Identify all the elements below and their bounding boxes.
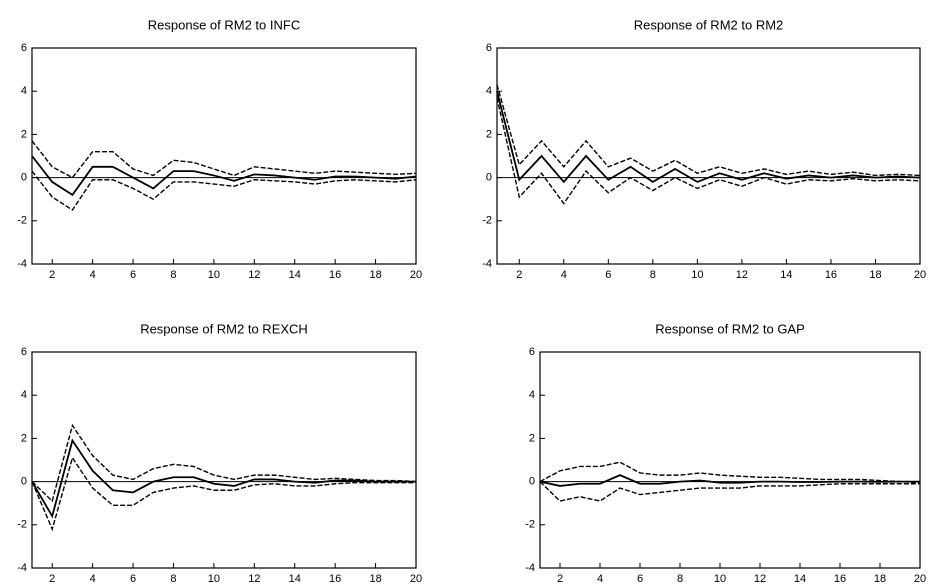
y-tick-label: 6 (486, 42, 492, 54)
y-tick-label: -4 (17, 562, 27, 574)
x-tick-label: 6 (130, 573, 136, 585)
y-tick-label: 0 (486, 172, 492, 184)
y-tick-label: 0 (21, 172, 27, 184)
x-tick-label: 2 (557, 573, 563, 585)
plot-frame (31, 47, 417, 265)
y-tick-label: -2 (17, 519, 27, 531)
y-tick-label: 6 (529, 346, 535, 358)
y-tick-label: 2 (21, 432, 27, 444)
y-tick-label: 0 (21, 476, 27, 488)
x-tick-label: 2 (49, 573, 55, 585)
x-tick-label: 6 (637, 573, 643, 585)
x-tick-label: 16 (329, 269, 341, 281)
panel: Response of RM2 to INFC -4 -2 0 2 4 6 2 4 6 8 10 12 1… (17, 17, 422, 280)
y-tick-label: 0 (529, 476, 535, 488)
x-tick-label: 20 (410, 573, 422, 585)
x-tick-label: 8 (677, 573, 683, 585)
x-tick-label: 12 (754, 573, 766, 585)
x-tick-label: 10 (208, 269, 220, 281)
y-tick-label: -4 (525, 562, 535, 574)
plot-frame (539, 351, 921, 569)
chart-title: Response of RM2 to INFC (148, 17, 300, 32)
y-tick-label: 2 (486, 128, 492, 140)
x-tick-label: 12 (248, 269, 260, 281)
x-tick-label: 20 (914, 269, 926, 281)
panel: Response of RM2 to RM2 -4 -2 0 2 4 6 2 4 6 8 10 12 14… (482, 17, 926, 280)
x-tick-label: 12 (248, 573, 260, 585)
response-line (539, 481, 920, 502)
y-tick-label: -4 (482, 258, 492, 270)
x-tick-label: 6 (130, 269, 136, 281)
response-line (496, 84, 921, 177)
x-tick-label: 18 (874, 573, 886, 585)
x-tick-label: 16 (825, 269, 837, 281)
x-tick-label: 8 (170, 269, 176, 281)
x-tick-label: 16 (329, 573, 341, 585)
response-line (539, 461, 921, 484)
y-tick-label: -2 (17, 215, 27, 227)
x-tick-label: 2 (516, 269, 522, 281)
x-tick-label: 12 (736, 269, 748, 281)
y-tick-label: 4 (21, 85, 27, 97)
y-tick-label: -4 (17, 258, 27, 270)
x-tick-label: 4 (597, 573, 603, 585)
x-tick-label: 4 (561, 269, 567, 281)
y-tick-label: -2 (525, 519, 535, 531)
x-tick-label: 6 (605, 269, 611, 281)
x-tick-label: 14 (780, 269, 792, 281)
x-tick-label: 20 (410, 269, 422, 281)
response-line (31, 155, 417, 197)
x-tick-label: 8 (170, 573, 176, 585)
x-tick-label: 4 (90, 269, 96, 281)
response-line (496, 97, 921, 205)
x-tick-label: 2 (49, 269, 55, 281)
response-line (31, 423, 417, 503)
x-tick-label: 20 (914, 573, 926, 585)
response-line (31, 438, 416, 519)
plot-frame (496, 47, 921, 265)
x-tick-label: 14 (289, 573, 301, 585)
chart-title: Response of RM2 to REXCH (140, 321, 308, 336)
panel: Response of RM2 to REXCH -4 -2 0 2 4 6 2 4 6 8 10 12… (17, 321, 422, 584)
x-tick-label: 14 (794, 573, 806, 585)
y-tick-label: 6 (21, 42, 27, 54)
y-tick-label: 4 (21, 389, 27, 401)
y-tick-label: 2 (529, 432, 535, 444)
x-tick-label: 10 (208, 573, 220, 585)
x-tick-label: 18 (869, 269, 881, 281)
x-tick-label: 14 (289, 269, 301, 281)
response-line (31, 456, 416, 532)
x-tick-label: 4 (90, 573, 96, 585)
chart-title: Response of RM2 to RM2 (634, 17, 784, 32)
panel: Response of RM2 to GAP -4 -2 0 2 4 6 2 4 6 8 10 12 14… (525, 321, 926, 584)
response-line (31, 170, 417, 211)
plot-frame (31, 351, 417, 569)
response-line (31, 140, 417, 179)
x-tick-label: 16 (834, 573, 846, 585)
x-tick-label: 18 (369, 269, 381, 281)
response-line (539, 474, 920, 487)
x-tick-label: 10 (714, 573, 726, 585)
response-line (496, 90, 921, 184)
x-tick-label: 10 (691, 269, 703, 281)
x-tick-label: 8 (650, 269, 656, 281)
y-tick-label: 4 (529, 389, 535, 401)
y-tick-label: 6 (21, 346, 27, 358)
y-tick-label: 4 (486, 85, 492, 97)
y-tick-label: 2 (21, 128, 27, 140)
y-tick-label: -2 (482, 215, 492, 227)
chart-title: Response of RM2 to GAP (655, 321, 805, 336)
x-tick-label: 18 (369, 573, 381, 585)
